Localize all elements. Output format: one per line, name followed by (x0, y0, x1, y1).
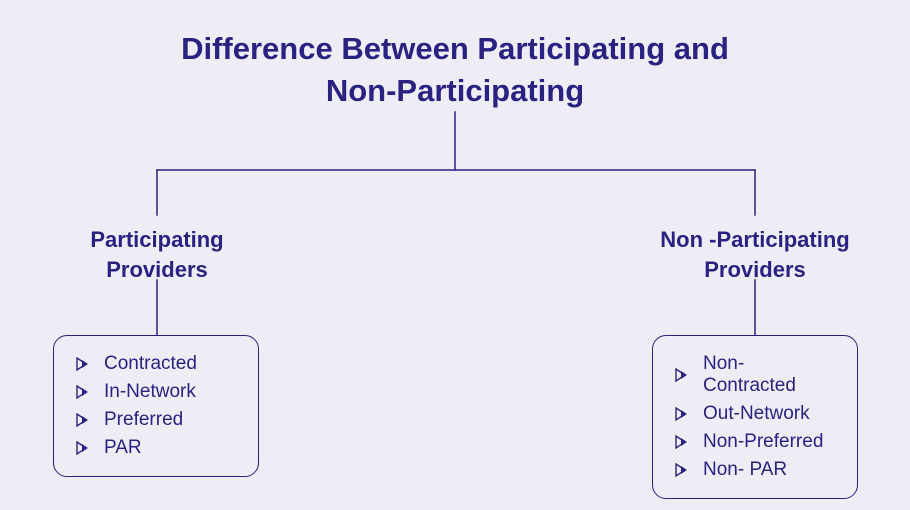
list-item: PAR (76, 434, 236, 462)
list-item: Preferred (76, 406, 236, 434)
item-text: Contracted (104, 353, 197, 375)
bullet-icon (76, 440, 92, 456)
left-items-list: Contracted In-Network Preferred PAR (76, 350, 236, 462)
item-text: PAR (104, 437, 142, 459)
item-text: Preferred (104, 409, 183, 431)
title-line-1: Difference Between Participating and (181, 31, 729, 66)
list-item: Out-Network (675, 400, 835, 428)
right-branch-line-1: Non -Participating (660, 227, 849, 252)
bullet-icon (675, 434, 691, 450)
left-items-box: Contracted In-Network Preferred PAR (53, 335, 259, 477)
item-text: Out-Network (703, 403, 810, 425)
item-text: Non- PAR (703, 459, 787, 481)
bullet-icon (76, 356, 92, 372)
right-items-box: Non-Contracted Out-Network Non-Preferred No… (652, 335, 858, 499)
left-branch-line-2: Providers (106, 257, 208, 282)
list-item: In-Network (76, 378, 236, 406)
bullet-icon (675, 367, 691, 383)
item-text: Non-Contracted (703, 353, 835, 397)
left-branch-label: Participating Providers (37, 225, 277, 284)
right-branch-label: Non -Participating Providers (635, 225, 875, 284)
left-branch-line-1: Participating (90, 227, 223, 252)
right-branch-line-2: Providers (704, 257, 806, 282)
right-items-list: Non-Contracted Out-Network Non-Preferred No… (675, 350, 835, 484)
item-text: Non-Preferred (703, 431, 823, 453)
bullet-icon (76, 384, 92, 400)
item-text: In-Network (104, 381, 196, 403)
bullet-icon (76, 412, 92, 428)
list-item: Non-Preferred (675, 428, 835, 456)
title-line-2: Non-Participating (326, 73, 584, 108)
diagram-title: Difference Between Participating and Non… (0, 0, 910, 112)
bullet-icon (675, 462, 691, 478)
bullet-icon (675, 406, 691, 422)
list-item: Non-Contracted (675, 350, 835, 400)
list-item: Non- PAR (675, 456, 835, 484)
list-item: Contracted (76, 350, 236, 378)
